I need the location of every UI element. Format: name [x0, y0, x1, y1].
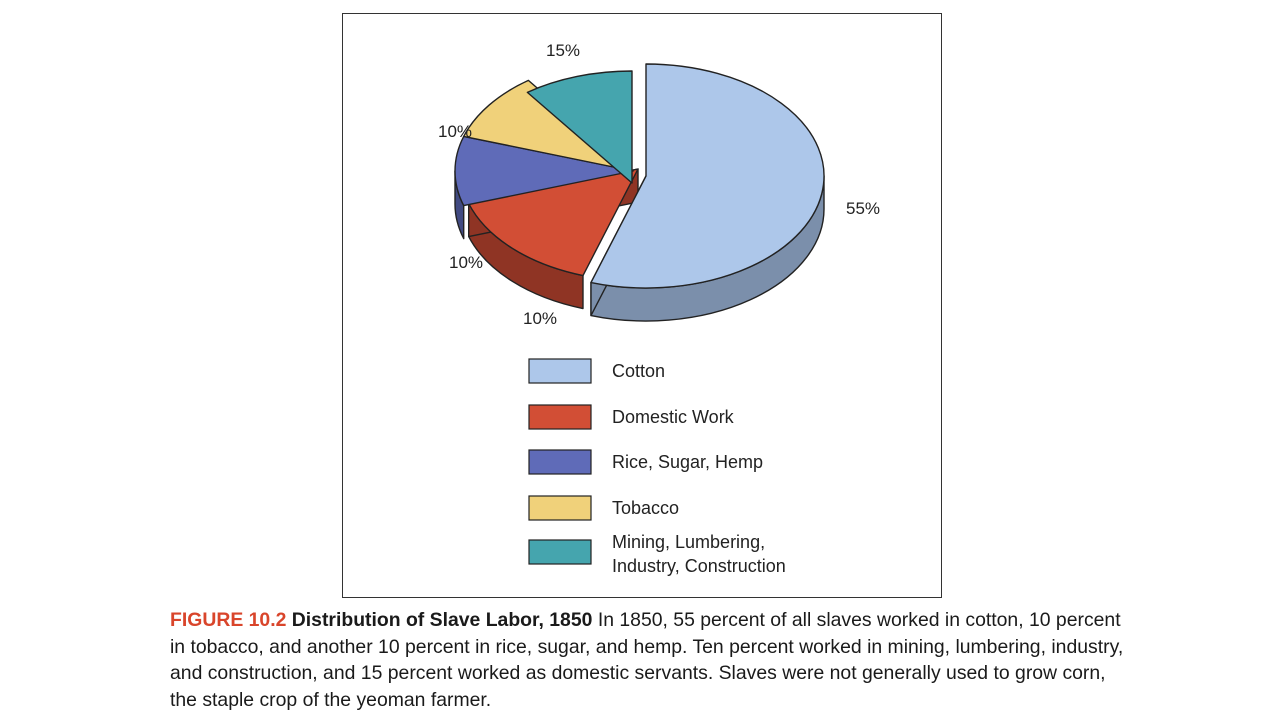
figure-title: Distribution of Slave Labor, 1850 — [291, 609, 593, 631]
legend-label: Rice, Sugar, Hemp — [612, 452, 763, 472]
pie-slice-tobacco — [463, 79, 634, 172]
pie-slice-rice-sugar-hemp — [454, 135, 634, 207]
slice-value-label: 10% — [438, 122, 472, 141]
legend-swatch — [528, 358, 592, 384]
slice-value-label: 10% — [449, 253, 483, 272]
legend-swatch — [528, 495, 592, 521]
legend-label: Tobacco — [612, 498, 679, 518]
legend-swatch — [528, 449, 592, 475]
pie-slice-cotton — [590, 63, 825, 289]
figure-number: FIGURE 10.2 — [170, 609, 287, 631]
figure-caption: FIGURE 10.2 Distribution of Slave Labor,… — [170, 607, 1130, 713]
legend-label: Domestic Work — [612, 407, 735, 427]
slice-value-label: 10% — [523, 309, 557, 328]
pie-slice-mining-lumbering-industry-construction — [526, 70, 633, 184]
pie-chart: 55% 15% 10% 10% 10% Cotton Domestic Work Rice, … — [438, 41, 880, 576]
legend-label: Mining, Lumbering, — [612, 532, 765, 552]
legend-label: Cotton — [612, 361, 665, 381]
figure-caption-text: In 1850, 55 percent of all slaves worked… — [170, 609, 1124, 711]
slice-value-label: 55% — [846, 199, 880, 218]
slice-value-label: 15% — [546, 41, 580, 60]
legend-label: Industry, Construction — [612, 556, 786, 576]
legend-swatch — [528, 404, 592, 430]
legend-swatch — [528, 539, 592, 565]
chart-frame: 55% 15% 10% 10% 10% Cotton Domestic Work Rice, … — [342, 13, 942, 598]
